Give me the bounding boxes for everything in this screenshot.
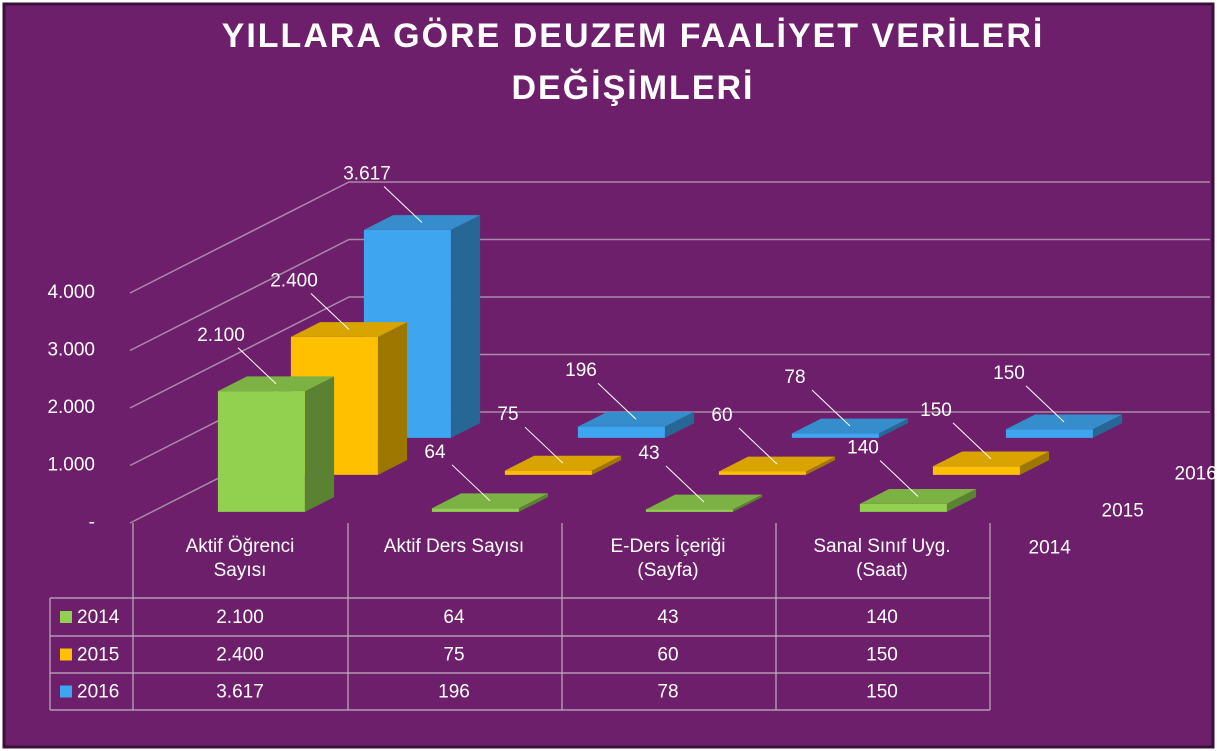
depth-axis-label: 2015 xyxy=(1102,501,1144,522)
data-label: 196 xyxy=(565,360,597,381)
bar-front xyxy=(718,471,806,475)
legend-label: 2014 xyxy=(77,607,120,628)
bar-side xyxy=(664,411,695,438)
y-tick-label: - xyxy=(89,512,95,533)
data-label: 150 xyxy=(993,363,1025,384)
label-leader xyxy=(310,293,350,330)
table-header: Aktif Öğrenci Sayısı xyxy=(185,536,295,581)
bar-front xyxy=(859,503,947,512)
grid-line xyxy=(129,181,1210,294)
table-cell: 64 xyxy=(443,607,465,628)
data-label: 3.617 xyxy=(343,164,391,185)
data-label: 43 xyxy=(638,443,659,464)
label-leader xyxy=(597,382,637,420)
label-leader xyxy=(738,427,778,465)
grid-line xyxy=(129,296,1210,409)
bar-side xyxy=(450,215,481,438)
bar-side xyxy=(591,455,622,475)
bar-front xyxy=(932,466,1020,475)
data-label: 75 xyxy=(497,404,518,425)
bar-side xyxy=(304,376,335,512)
label-leader xyxy=(665,465,705,503)
data-label: 78 xyxy=(784,367,805,388)
bar-front xyxy=(431,508,519,512)
bar-front xyxy=(217,391,305,512)
bar-side xyxy=(1019,451,1050,475)
label-leader xyxy=(524,426,564,464)
bar-side xyxy=(377,322,408,475)
table-cell: 43 xyxy=(657,607,678,628)
legend-swatch xyxy=(60,685,72,698)
y-tick-label: 1.000 xyxy=(47,455,95,476)
bar-front xyxy=(645,509,733,512)
table-cell: 196 xyxy=(438,682,470,703)
table-cell: 60 xyxy=(657,645,678,666)
table-header: Sanal Sınıf Uyg. (Saat) xyxy=(813,536,951,581)
legend-swatch xyxy=(60,611,72,623)
y-tick-label: 4.000 xyxy=(47,282,95,303)
label-leader xyxy=(952,422,992,460)
table-cell: 3.617 xyxy=(216,682,264,703)
bar-front xyxy=(504,470,592,475)
data-label: 2.100 xyxy=(197,325,245,346)
label-leader xyxy=(879,460,919,497)
label-leader xyxy=(811,389,851,427)
bar-side xyxy=(805,456,836,475)
label-leader xyxy=(237,347,277,385)
data-label: 140 xyxy=(847,437,879,458)
chart-title: YILLARA GÖRE DEUZEM FAALİYET VERİLERİ DE… xyxy=(221,17,1045,107)
table-cell: 2.100 xyxy=(216,607,264,628)
y-tick-label: 2.000 xyxy=(47,397,95,418)
table-cell: 75 xyxy=(443,645,464,666)
legend-label: 2015 xyxy=(77,645,119,666)
bar-side xyxy=(878,418,909,438)
label-leader xyxy=(1025,385,1065,423)
legend-swatch xyxy=(60,648,72,661)
y-tick-label: 3.000 xyxy=(47,340,95,361)
depth-axis-label: 2014 xyxy=(1029,538,1072,559)
data-label: 150 xyxy=(920,400,952,421)
bar-front xyxy=(1005,429,1093,438)
depth-axis-label: 2016 xyxy=(1175,464,1217,485)
table-header: E-Ders İçeriği (Sayfa) xyxy=(610,536,726,581)
data-label: 2.400 xyxy=(270,271,318,292)
bar-front xyxy=(791,433,879,438)
table-header: Aktif Ders Sayısı xyxy=(383,536,525,557)
label-leader xyxy=(383,186,423,223)
table-cell: 140 xyxy=(866,607,898,628)
table-cell: 150 xyxy=(866,645,898,666)
bar-front xyxy=(577,426,665,438)
bar-side xyxy=(946,489,977,512)
data-label: 64 xyxy=(424,442,446,463)
grid-line xyxy=(129,238,1210,352)
bar-side xyxy=(732,494,763,512)
bar-side xyxy=(1092,414,1123,438)
label-leader xyxy=(451,464,491,502)
data-label: 60 xyxy=(711,405,732,426)
table-cell: 150 xyxy=(866,682,898,703)
legend-label: 2016 xyxy=(77,682,119,703)
table-cell: 2.400 xyxy=(216,645,264,666)
bar-side xyxy=(518,493,549,512)
table-cell: 78 xyxy=(657,682,678,703)
